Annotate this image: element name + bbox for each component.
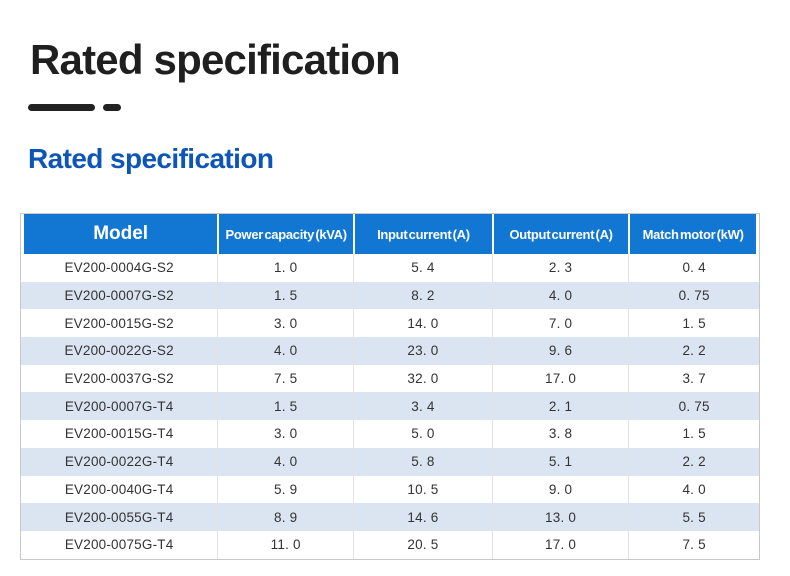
value-cell: 4. 0 [217,337,353,365]
table-row: EV200-0015G-T4 3. 0 5. 0 3. 8 1. 5 [21,420,759,448]
underline-dash-short [103,104,121,111]
value-cell: 0. 75 [628,281,759,310]
value-cell: 9. 0 [491,475,629,504]
model-cell: EV200-0015G-S2 [64,315,174,331]
value-cell: 20. 5 [353,530,492,559]
value-cell: 0. 4 [628,254,759,282]
value-cell: 1. 0 [217,254,353,282]
value-cell: 5. 5 [628,503,759,531]
value-cell: 10. 5 [353,475,492,504]
page-title: Rated specification [30,36,401,83]
model-cell: EV200-0022G-T4 [64,454,174,470]
value-cell: 1. 5 [628,420,759,448]
value-cell: 2. 3 [491,254,629,282]
table-row: EV200-0040G-T4 5. 9 10. 5 9. 0 4. 0 [21,475,759,504]
model-cell: EV200-0007G-S2 [64,288,174,304]
spec-table-header-row: Model Power capacity (kVA) Input current (… [21,214,759,254]
value-cell: 3. 8 [491,420,629,448]
value-cell: 4. 0 [628,475,759,504]
value-cell: 1. 5 [217,392,353,421]
value-cell: 2. 2 [628,337,759,365]
model-cell: EV200-0004G-S2 [64,260,174,276]
model-cell: EV200-0075G-T4 [64,537,174,553]
column-header-0: Model [21,214,218,254]
table-row: EV200-0004G-S2 1. 0 5. 4 2. 3 0. 4 [21,254,759,282]
value-cell: 2. 1 [491,392,629,421]
model-cell: EV200-0015G-T4 [64,426,174,442]
model-cell: EV200-0037G-S2 [64,371,174,387]
value-cell: 14. 0 [353,309,492,338]
value-cell: 5. 4 [353,254,492,282]
model-cell: EV200-0007G-T4 [64,398,174,414]
column-header-2: Input current (A) [353,214,492,254]
value-cell: 32. 0 [353,364,492,393]
value-cell: 7. 0 [491,309,629,338]
table-row: EV200-0007G-S2 1. 5 8. 2 4. 0 0. 75 [21,281,759,310]
value-cell: 3. 7 [628,364,759,393]
model-cell: EV200-0055G-T4 [64,509,174,525]
table-row: EV200-0022G-S2 4. 0 23. 0 9. 6 2. 2 [21,337,759,365]
table-row: EV200-0007G-T4 1. 5 3. 4 2. 1 0. 75 [21,392,759,421]
value-cell: 3. 0 [217,420,353,448]
spec-table: Model Power capacity (kVA) Input current (… [20,213,760,560]
value-cell: 0. 75 [628,392,759,421]
value-cell: 5. 0 [353,420,492,448]
spec-table-body: EV200-0004G-S2 1. 0 5. 4 2. 3 0. 4 EV200-0007… [21,254,759,559]
value-cell: 9. 6 [491,337,629,365]
value-cell: 5. 8 [353,447,492,476]
value-cell: 3. 0 [217,309,353,338]
value-cell: 14. 6 [353,503,492,531]
value-cell: 17. 0 [491,364,629,393]
value-cell: 13. 0 [491,503,629,531]
value-cell: 2. 2 [628,447,759,476]
column-header-1: Power capacity (kVA) [217,214,354,254]
value-cell: 17. 0 [491,530,629,559]
table-row: EV200-0075G-T4 11. 0 20. 5 17. 0 7. 5 [21,530,759,559]
value-cell: 11. 0 [217,530,353,559]
value-cell: 8. 2 [353,281,492,310]
section-title: Rated specification [28,143,274,174]
value-cell: 4. 0 [217,447,353,476]
column-header-3: Output current (A) [491,214,629,254]
title-underline [28,104,121,111]
value-cell: 1. 5 [217,281,353,310]
value-cell: 7. 5 [628,530,759,559]
value-cell: 1. 5 [628,309,759,338]
value-cell: 5. 1 [491,447,629,476]
model-cell: EV200-0040G-T4 [64,481,174,497]
value-cell: 4. 0 [491,281,629,310]
table-row: EV200-0022G-T4 4. 0 5. 8 5. 1 2. 2 [21,447,759,476]
table-row: EV200-0015G-S2 3. 0 14. 0 7. 0 1. 5 [21,309,759,338]
value-cell: 8. 9 [217,503,353,531]
value-cell: 3. 4 [353,392,492,421]
value-cell: 23. 0 [353,337,492,365]
table-row: EV200-0055G-T4 8. 9 14. 6 13. 0 5. 5 [21,503,759,531]
underline-dash-long [28,104,95,111]
model-cell: EV200-0022G-S2 [64,343,174,359]
value-cell: 7. 5 [217,364,353,393]
value-cell: 5. 9 [217,475,353,504]
column-header-4: Match motor (kW) [628,214,759,254]
table-row: EV200-0037G-S2 7. 5 32. 0 17. 0 3. 7 [21,364,759,393]
